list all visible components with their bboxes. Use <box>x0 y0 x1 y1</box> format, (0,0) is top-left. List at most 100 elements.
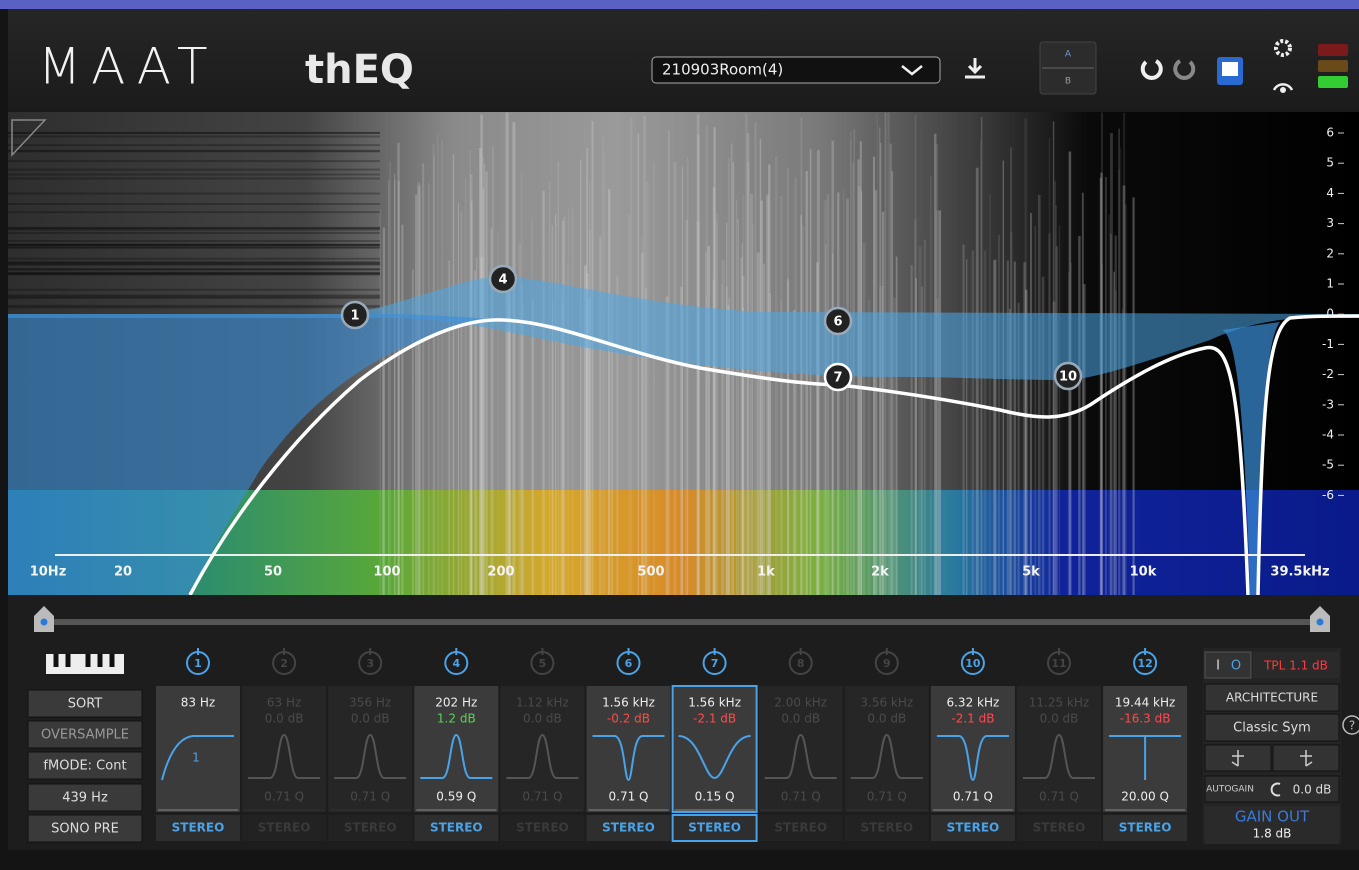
phase-button-right[interactable] <box>1272 744 1340 772</box>
io-out[interactable]: O <box>1231 659 1241 674</box>
help-button[interactable] <box>1342 715 1359 735</box>
band-q[interactable]: 0.15 Q <box>695 790 735 804</box>
band-panel[interactable] <box>156 686 240 812</box>
band-gain[interactable]: -2.1 dB <box>693 712 736 726</box>
eq-node-label[interactable]: 7 <box>833 371 842 386</box>
band-panel[interactable] <box>671 685 758 813</box>
band-gain[interactable]: -0.2 dB <box>607 712 650 726</box>
left-button-label[interactable]: SONO PRE <box>51 822 119 837</box>
eq-node-label[interactable]: 6 <box>833 315 842 330</box>
band-q[interactable]: 0.71 Q <box>522 790 562 804</box>
band-number[interactable]: 6 <box>625 657 633 670</box>
keyboard-icon[interactable] <box>46 654 124 674</box>
a-label[interactable]: A <box>1065 50 1072 60</box>
left-button-label[interactable]: OVERSAMPLE <box>41 728 129 743</box>
band-output-button[interactable] <box>414 815 499 841</box>
band-gain[interactable]: 0.0 dB <box>523 712 562 726</box>
band-gain[interactable]: 0.0 dB <box>781 712 820 726</box>
eq-node[interactable] <box>1053 361 1083 391</box>
left-button-label[interactable]: 439 Hz <box>62 791 108 806</box>
band-number[interactable]: 2 <box>280 657 288 670</box>
band-panel[interactable] <box>328 686 413 812</box>
left-button-label[interactable]: SORT <box>68 697 103 712</box>
band-number[interactable]: 4 <box>452 657 460 670</box>
band-panel[interactable] <box>414 686 499 812</box>
band-output-button[interactable] <box>671 814 758 842</box>
left-button-label[interactable]: fMODE: Cont <box>43 759 126 774</box>
band-panel[interactable] <box>758 686 843 812</box>
b-label[interactable]: B <box>1065 77 1071 87</box>
band-output[interactable]: STEREO <box>860 821 913 835</box>
mode-label[interactable]: Classic Sym <box>1233 721 1311 736</box>
left-button[interactable] <box>27 689 143 718</box>
band-freq[interactable]: 11.25 kHz <box>1029 696 1089 710</box>
save-icon[interactable] <box>965 58 985 79</box>
gain-out-value[interactable]: 1.8 dB <box>1253 827 1292 841</box>
band-output-button[interactable] <box>758 815 843 841</box>
band-panel[interactable] <box>844 686 929 812</box>
band-output-button[interactable] <box>844 815 929 841</box>
band-output-button[interactable] <box>242 815 327 841</box>
eq-node[interactable] <box>488 264 518 294</box>
band-output-button[interactable] <box>930 815 1015 841</box>
eq-node-label[interactable]: 4 <box>498 273 507 288</box>
band-q[interactable]: 0.71 Q <box>953 790 993 804</box>
gain-out-box[interactable] <box>1205 806 1339 844</box>
band-gain[interactable]: 0.0 dB <box>351 712 390 726</box>
band-gain[interactable]: 0.0 dB <box>265 712 304 726</box>
band-gain[interactable]: 0.0 dB <box>1040 712 1079 726</box>
band-output-button[interactable] <box>1017 815 1101 841</box>
band-output-button[interactable] <box>586 815 671 841</box>
band-output-button[interactable] <box>500 815 585 841</box>
band-freq[interactable]: 83 Hz <box>181 696 215 710</box>
band-number[interactable]: 10 <box>965 657 981 670</box>
band-number[interactable]: 9 <box>883 657 891 670</box>
band-q[interactable]: 0.71 Q <box>264 790 304 804</box>
band-output[interactable]: STEREO <box>344 821 397 835</box>
left-button[interactable] <box>27 720 143 749</box>
preset-dropdown[interactable] <box>651 56 941 84</box>
autogain-reset-icon[interactable] <box>1270 782 1281 797</box>
band-q[interactable]: 0.71 Q <box>867 790 907 804</box>
band-freq[interactable]: 1.12 kHz <box>516 696 569 710</box>
band-freq[interactable]: 3.56 kHz <box>860 696 913 710</box>
band-output[interactable]: STEREO <box>1119 821 1172 835</box>
band-output[interactable]: STEREO <box>774 821 827 835</box>
band-q[interactable]: 0.71 Q <box>609 790 649 804</box>
band-q[interactable]: 0.71 Q <box>1039 790 1079 804</box>
band-output[interactable]: STEREO <box>172 821 225 835</box>
band-panel[interactable] <box>500 686 585 812</box>
band-panel[interactable] <box>930 686 1015 812</box>
band-gain[interactable]: -16.3 dB <box>1120 712 1171 726</box>
band-number[interactable]: 3 <box>366 657 374 670</box>
settings-icon[interactable] <box>1274 39 1292 57</box>
left-button[interactable] <box>27 814 143 843</box>
left-button[interactable] <box>27 751 143 780</box>
band-freq[interactable]: 1.56 kHz <box>688 696 741 710</box>
band-gain[interactable]: 0.0 dB <box>867 712 906 726</box>
band-output[interactable]: STEREO <box>430 821 483 835</box>
architecture-label[interactable]: ARCHITECTURE <box>1226 691 1318 705</box>
undo-icon[interactable] <box>1140 59 1163 80</box>
band-freq[interactable]: 356 Hz <box>349 696 391 710</box>
band-freq[interactable]: 1.56 kHz <box>602 696 655 710</box>
eq-node-label[interactable]: 10 <box>1059 370 1077 385</box>
band-gain[interactable]: 1.2 dB <box>437 712 476 726</box>
band-number[interactable]: 7 <box>711 657 719 670</box>
band-freq[interactable]: 19.44 kHz <box>1115 696 1175 710</box>
band-q[interactable]: 0.71 Q <box>781 790 821 804</box>
band-output-button[interactable] <box>1103 815 1188 841</box>
band-number[interactable]: 12 <box>1137 657 1152 670</box>
redo-icon[interactable] <box>1173 59 1196 80</box>
eq-node[interactable] <box>823 362 853 392</box>
band-panel[interactable] <box>1017 686 1101 812</box>
band-output[interactable]: STEREO <box>1033 821 1086 835</box>
band-freq[interactable]: 6.32 kHz <box>946 696 999 710</box>
band-number[interactable]: 8 <box>797 657 805 670</box>
io-switch[interactable] <box>1204 651 1252 679</box>
band-q[interactable]: 20.00 Q <box>1121 790 1169 804</box>
autogain-label[interactable]: AUTOGAIN <box>1206 785 1254 795</box>
left-button[interactable] <box>27 783 143 812</box>
band-output[interactable]: STEREO <box>258 821 311 835</box>
preset-name[interactable]: 210903Room(4) <box>662 61 783 79</box>
